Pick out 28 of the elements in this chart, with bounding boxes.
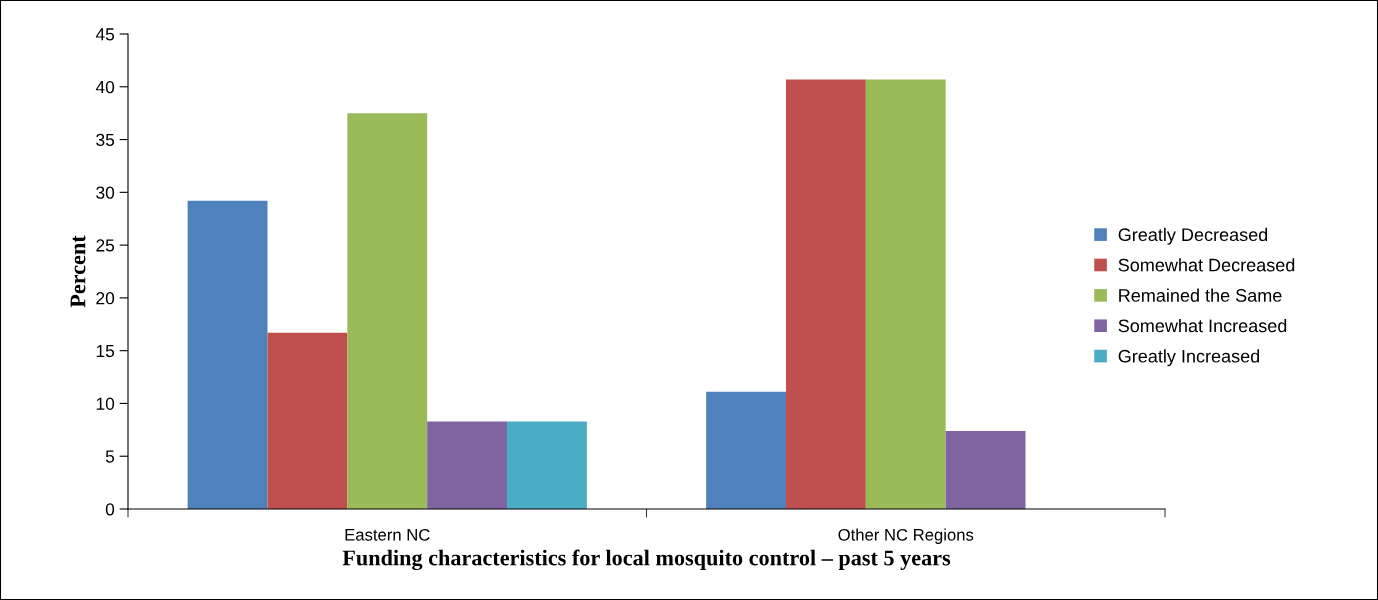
y-tick-label: 15 [96,345,115,358]
y-tick-label: 0 [105,503,115,516]
bar [187,200,268,509]
x-tick-label: Eastern NC [345,528,430,541]
legend-label: Remained the Same [1119,288,1282,302]
y-tick-label: 5 [105,450,115,463]
y-axis-title: Percent [70,235,86,308]
legend-label: Greatly Decreased [1118,227,1268,245]
y-tick-label: 35 [96,133,115,147]
bar [865,79,946,509]
bar [427,421,508,509]
bar [785,79,866,509]
y-tick-label: 10 [96,397,115,410]
legend-label: Greatly Increased [1118,349,1260,367]
bar [347,113,428,509]
y-tick-label: 40 [95,80,115,94]
y-tick-label: 30 [96,186,115,199]
bar [706,391,786,509]
bar [945,430,1026,509]
y-tick-label: 45 [95,28,115,41]
legend-label: Somewhat Increased [1118,318,1287,333]
bar [507,421,587,509]
y-tick-label: 20 [96,292,115,305]
bar [267,332,348,509]
x-tick-label: Other NC Regions [838,528,974,544]
y-tick-label: 25 [96,239,115,252]
legend-label: Somewhat Decreased [1118,258,1295,272]
x-axis-title: Funding characteristics for local mosquito control – past 5 years [342,549,951,571]
